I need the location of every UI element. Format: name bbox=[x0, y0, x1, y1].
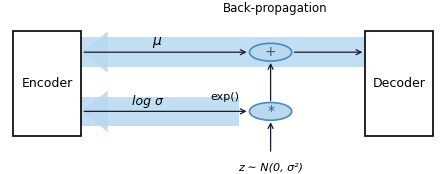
Text: log σ: log σ bbox=[132, 95, 163, 108]
Ellipse shape bbox=[249, 43, 292, 61]
Text: *: * bbox=[267, 104, 274, 118]
Bar bbox=[81, 37, 365, 67]
Text: μ: μ bbox=[152, 34, 161, 48]
FancyArrow shape bbox=[81, 91, 108, 132]
Ellipse shape bbox=[249, 102, 292, 120]
Text: z ∼ N(0, σ²): z ∼ N(0, σ²) bbox=[238, 162, 303, 172]
Bar bbox=[13, 31, 81, 136]
Text: Encoder: Encoder bbox=[22, 77, 73, 90]
Text: +: + bbox=[265, 45, 276, 59]
Bar bbox=[365, 31, 433, 136]
Text: exp(): exp() bbox=[211, 92, 239, 102]
Bar bbox=[81, 97, 239, 126]
Text: Back-propagation: Back-propagation bbox=[223, 2, 327, 15]
Text: Decoder: Decoder bbox=[373, 77, 426, 90]
FancyArrow shape bbox=[81, 31, 108, 73]
